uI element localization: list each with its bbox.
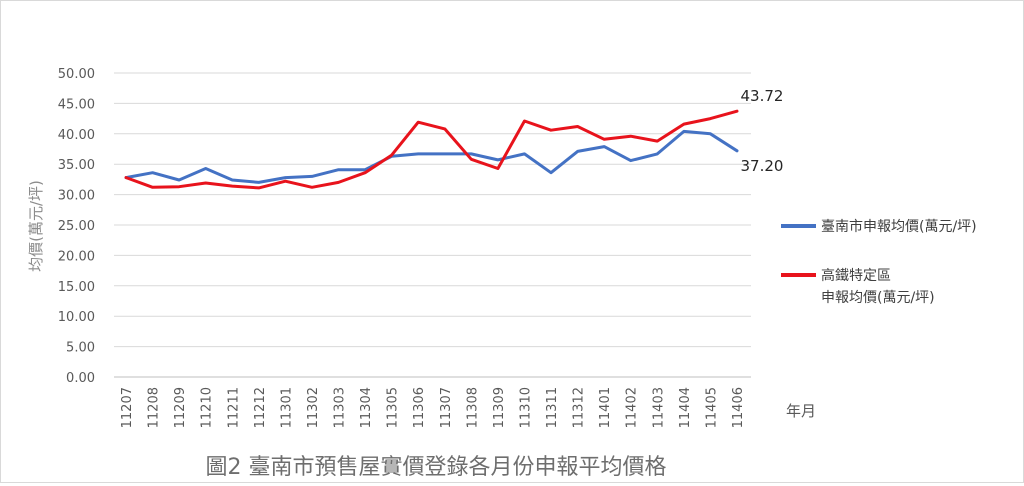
x-tick-label: 11304 — [359, 387, 374, 428]
y-tick-label: 0.00 — [66, 371, 95, 386]
x-tick-label: 11307 — [439, 387, 454, 428]
x-tick-label: 11308 — [465, 387, 480, 428]
gridlines — [114, 72, 751, 378]
x-tick-labels: 11207 11208 11209 11210 11211 11212 11301 11302… — [120, 387, 746, 428]
y-tick-label: 5.00 — [66, 341, 95, 356]
x-tick-label: 11402 — [625, 387, 640, 428]
y-tick-label: 40.00 — [58, 128, 95, 143]
chart-title: 圖2 臺南市預售屋實價登錄各月份申報平均價格 — [206, 455, 667, 480]
x-tick-label: 11302 — [306, 387, 321, 428]
x-tick-label: 11208 — [147, 387, 162, 428]
x-axis-label: 年月 — [786, 402, 816, 420]
y-axis-label: 均價(萬元/坪) — [27, 180, 45, 272]
y-tick-labels: 0.00 5.00 10.00 15.00 20.00 25.00 30.00 35.00 40… — [58, 67, 95, 386]
x-tick-label: 11403 — [651, 387, 666, 428]
series-lines — [124, 109, 739, 190]
legend-label-2-line-1: 高鐵特定區 — [821, 267, 891, 284]
data-labels: 43.72 37.20 — [741, 87, 784, 175]
x-tick-label: 11404 — [678, 387, 693, 428]
x-tick-label: 11212 — [253, 387, 268, 428]
x-tick-label: 11310 — [518, 387, 533, 428]
y-tick-label: 10.00 — [58, 310, 95, 325]
x-tick-label: 11209 — [173, 387, 188, 428]
x-tick-label: 11312 — [572, 387, 587, 428]
y-tick-label: 35.00 — [58, 158, 95, 173]
data-label: 43.72 — [741, 87, 784, 105]
x-tick-label: 11311 — [545, 387, 560, 428]
x-tick-label: 11406 — [731, 387, 746, 428]
x-tick-label: 11405 — [704, 387, 719, 428]
x-tick-label: 11309 — [492, 387, 507, 428]
x-tick-label: 11207 — [120, 387, 135, 428]
x-tick-label: 11211 — [226, 387, 241, 428]
y-tick-label: 15.00 — [58, 280, 95, 295]
y-tick-label: 45.00 — [58, 97, 95, 112]
x-tick-label: 11210 — [200, 387, 215, 428]
x-tick-label: 11401 — [598, 387, 613, 428]
y-tick-label: 30.00 — [58, 189, 95, 204]
series-line-1 — [124, 129, 739, 184]
x-tick-label: 11301 — [279, 387, 294, 428]
legend-label-2-line-2: 申報均價(萬元/坪) — [821, 289, 935, 306]
y-tick-label: 25.00 — [58, 219, 95, 234]
legend-label-1: 臺南市申報均價(萬元/坪) — [821, 218, 977, 235]
y-tick-label: 20.00 — [58, 249, 95, 264]
y-tick-label: 50.00 — [58, 67, 95, 82]
x-tick-label: 11303 — [333, 387, 348, 428]
x-tick-label: 11306 — [412, 387, 427, 428]
data-label: 37.20 — [741, 157, 784, 175]
series-line-2 — [124, 109, 739, 190]
x-tick-label: 11305 — [386, 387, 401, 428]
